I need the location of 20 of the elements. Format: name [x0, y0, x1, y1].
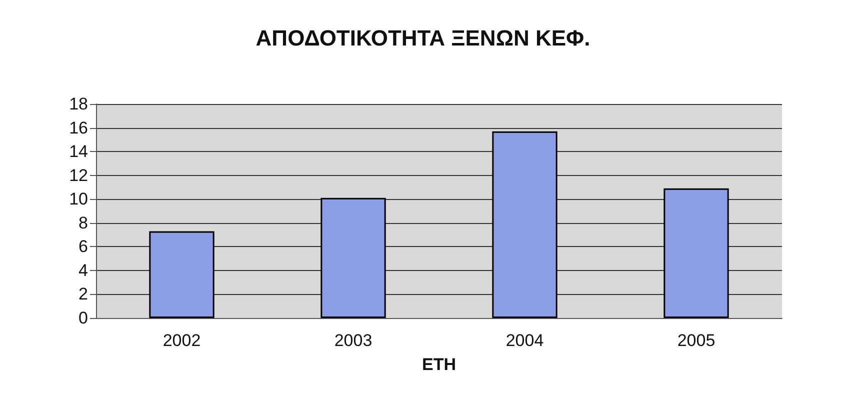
bar — [320, 198, 386, 318]
x-tick-label: 2003 — [334, 331, 372, 350]
y-tick-label: 8 — [78, 213, 88, 232]
bar — [149, 231, 214, 318]
x-tick-label: 2002 — [162, 331, 201, 350]
x-tick-label: 2005 — [677, 331, 716, 350]
y-tick-label: 18 — [69, 94, 88, 114]
bar — [492, 131, 558, 318]
y-tick-label: 10 — [69, 190, 88, 209]
y-tick-label: 2 — [78, 284, 88, 304]
y-tick-label: 14 — [69, 142, 88, 162]
chart-title: ΑΠΟΔΟΤΙΚΟΤΗΤΑ ΞΕΝΩΝ ΚΕΦ. — [256, 26, 590, 50]
x-tick-label: 2004 — [506, 331, 544, 350]
y-tick-label: 16 — [69, 118, 88, 138]
y-tick-label: 6 — [78, 237, 88, 256]
bar — [664, 188, 729, 318]
y-tick-label: 12 — [69, 166, 88, 185]
y-tick-label: 0 — [78, 308, 88, 328]
x-axis-title: ΕΤΗ — [422, 355, 456, 374]
y-tick-label: 4 — [78, 260, 88, 280]
